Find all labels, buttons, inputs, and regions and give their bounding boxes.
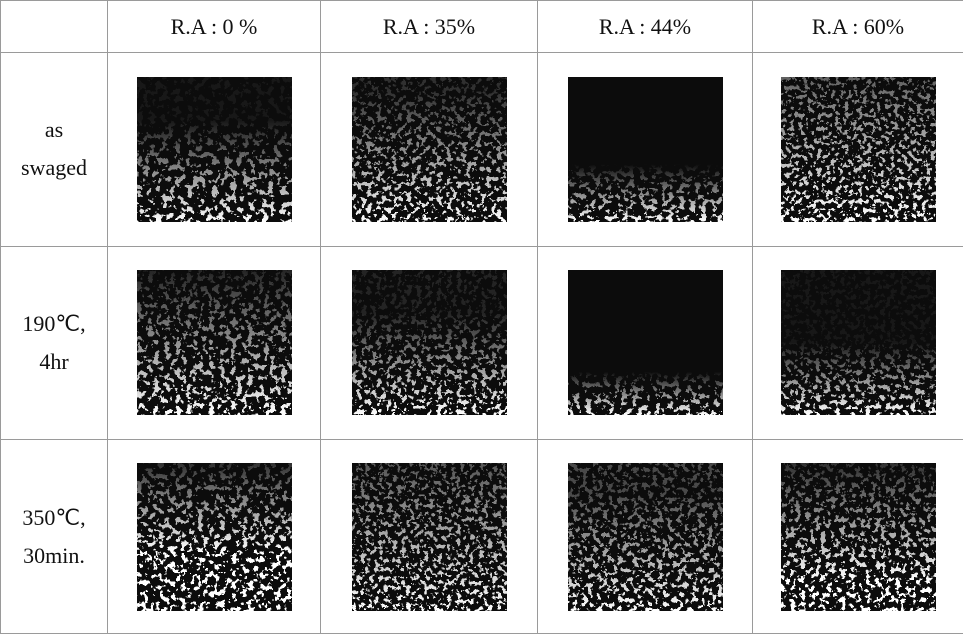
row-label-line: 350℃, (22, 505, 85, 530)
image-cell (108, 246, 321, 440)
row-label: 190℃, 4hr (1, 246, 108, 440)
column-header: R.A : 44% (538, 1, 753, 53)
micrograph (781, 77, 936, 222)
image-cell (753, 53, 963, 247)
image-cell (538, 53, 753, 247)
micrograph (137, 463, 292, 611)
micrograph (781, 463, 936, 611)
row-label-line: 30min. (23, 543, 85, 568)
row-label-line: swaged (21, 155, 87, 180)
page: {"table": {"columns": ["R.A : 0 %", "R.A… (0, 0, 963, 634)
header-row: R.A : 0 %R.A : 35%R.A : 44%R.A : 60% (1, 1, 963, 53)
table-row: 190℃, 4hr (1, 246, 963, 440)
image-cell (538, 246, 753, 440)
micrograph (137, 270, 292, 415)
corner-cell (1, 1, 108, 53)
image-cell (753, 246, 963, 440)
micrograph-table: R.A : 0 %R.A : 35%R.A : 44%R.A : 60% as s… (0, 0, 963, 634)
column-header: R.A : 35% (321, 1, 538, 53)
table-row: 350℃, 30min. (1, 440, 963, 634)
micrograph (137, 77, 292, 222)
row-label: 350℃, 30min. (1, 440, 108, 634)
image-cell (538, 440, 753, 634)
row-label-line: as (45, 117, 63, 142)
image-cell (321, 246, 538, 440)
row-label: as swaged (1, 53, 108, 247)
image-cell (108, 53, 321, 247)
image-cell (321, 440, 538, 634)
table-row: as swaged (1, 53, 963, 247)
column-header: R.A : 0 % (108, 1, 321, 53)
micrograph (568, 77, 723, 222)
image-cell (753, 440, 963, 634)
micrograph (568, 463, 723, 611)
column-header: R.A : 60% (753, 1, 963, 53)
micrograph (568, 270, 723, 415)
row-label-line: 190℃, (22, 311, 85, 336)
row-label-line: 4hr (39, 349, 68, 374)
micrograph (352, 77, 507, 222)
page-body: R.A : 0 %R.A : 35%R.A : 44%R.A : 60% as s… (0, 0, 963, 634)
micrograph (352, 463, 507, 611)
micrograph (352, 270, 507, 415)
micrograph (781, 270, 936, 415)
image-cell (108, 440, 321, 634)
image-cell (321, 53, 538, 247)
